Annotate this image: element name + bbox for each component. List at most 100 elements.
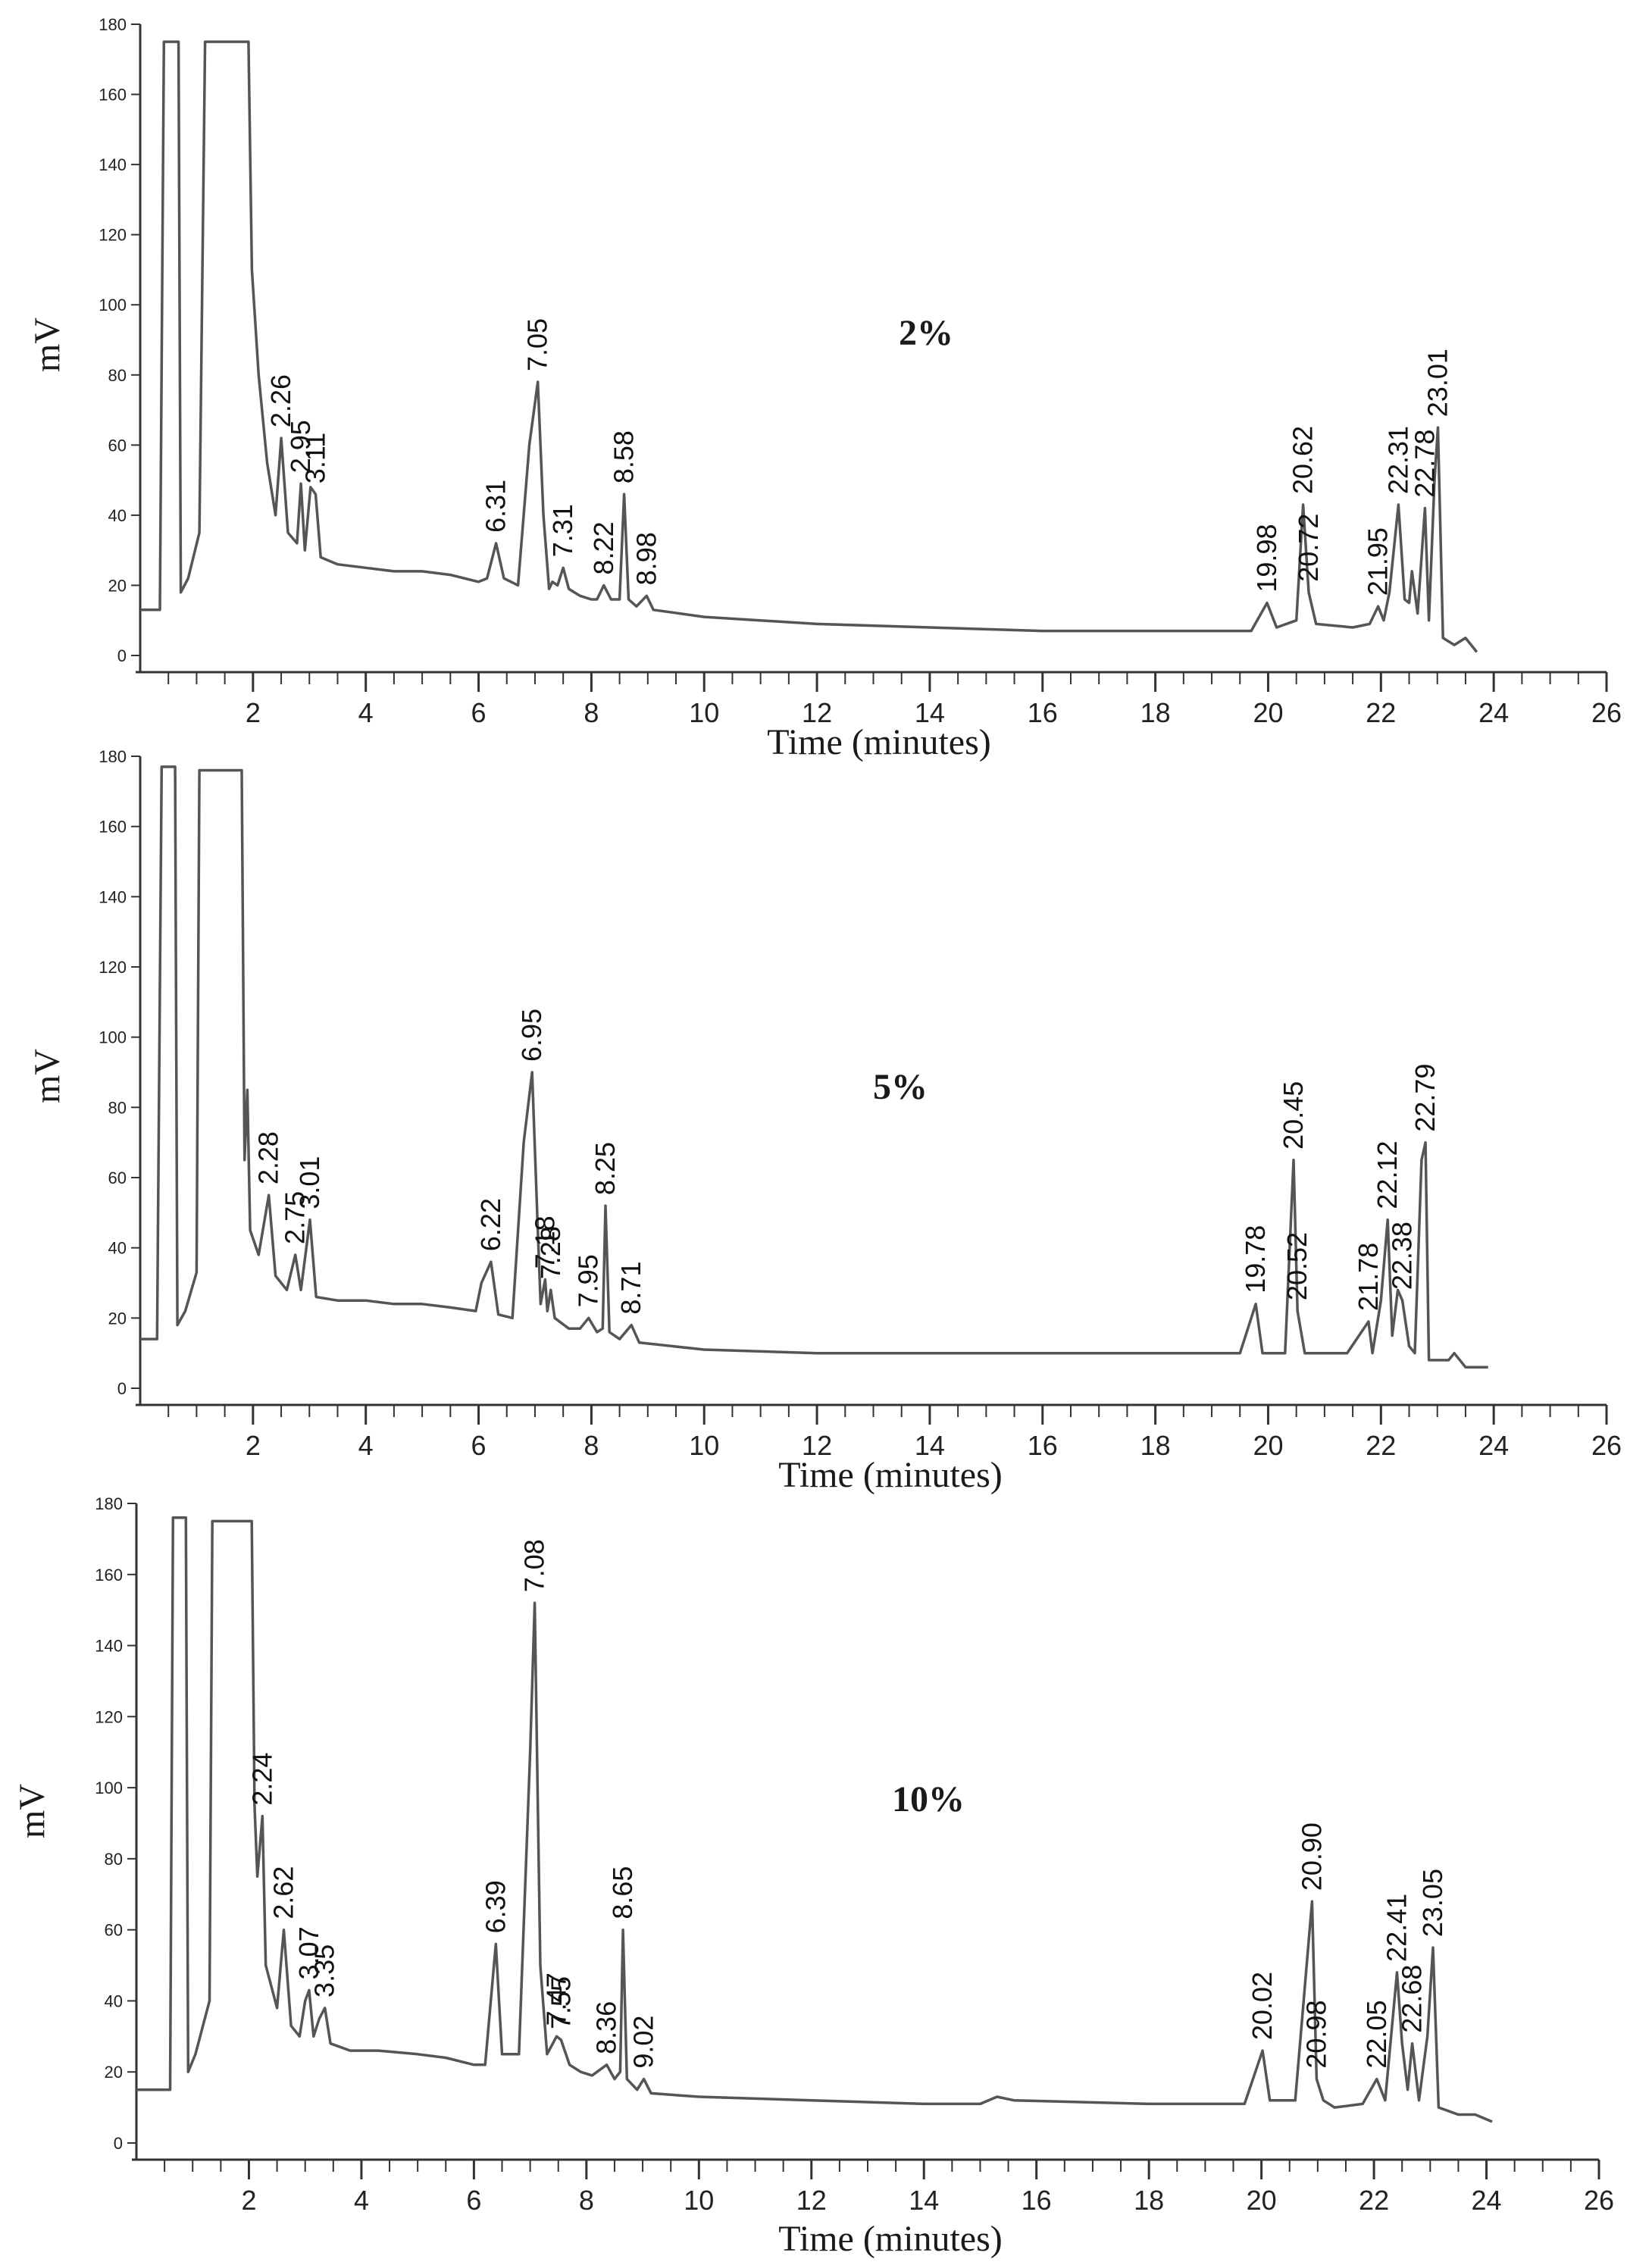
y-tick-label: 140 bbox=[95, 1637, 123, 1656]
x-tick-label: 18 bbox=[1134, 2185, 1164, 2216]
peak-label: 19.78 bbox=[1240, 1225, 1271, 1294]
peak-label: 2.95 bbox=[285, 420, 316, 473]
y-tick-label: 20 bbox=[105, 2063, 123, 2082]
x-tick-label: 8 bbox=[584, 1430, 599, 1461]
x-tick-label: 26 bbox=[1584, 2185, 1614, 2216]
x-tick-label: 6 bbox=[466, 2185, 481, 2216]
y-tick-label: 180 bbox=[99, 747, 127, 766]
peak-label: 3.01 bbox=[294, 1156, 325, 1209]
peak-label: 7.18 bbox=[529, 1215, 560, 1269]
chromatogram-trace bbox=[140, 765, 1488, 1369]
peak-label: 3.35 bbox=[309, 1944, 340, 1998]
x-tick-label: 14 bbox=[915, 697, 945, 728]
y-axis-title: mV bbox=[27, 1049, 67, 1103]
peak-label: 7.31 bbox=[547, 504, 578, 557]
y-tick-label: 160 bbox=[99, 818, 127, 837]
peak-label: 7.47 bbox=[541, 1972, 572, 2026]
x-tick-label: 16 bbox=[1028, 1430, 1058, 1461]
y-tick-label: 20 bbox=[108, 576, 127, 595]
x-axis-title: Time (minutes) bbox=[778, 1455, 1003, 1495]
peak-label: 22.79 bbox=[1410, 1064, 1441, 1132]
x-tick-label: 2 bbox=[246, 697, 261, 728]
peak-label: 3.11 bbox=[299, 433, 330, 483]
y-tick-label: 80 bbox=[105, 1850, 123, 1869]
x-tick-label: 2 bbox=[246, 1430, 261, 1461]
peak-label: 8.98 bbox=[630, 532, 662, 585]
peak-label: 8.71 bbox=[615, 1262, 646, 1315]
y-axis-title: mV bbox=[12, 1784, 52, 1838]
peak-label: 8.22 bbox=[588, 521, 619, 574]
peak-label: 6.22 bbox=[475, 1198, 506, 1251]
peak-label: 22.05 bbox=[1361, 2001, 1392, 2069]
peak-label: 20.72 bbox=[1293, 514, 1324, 582]
x-tick-label: 16 bbox=[1022, 2185, 1052, 2216]
x-tick-label: 20 bbox=[1253, 1430, 1283, 1461]
y-tick-label: 120 bbox=[99, 958, 127, 977]
peak-label: 6.95 bbox=[516, 1009, 547, 1062]
peak-label: 7.05 bbox=[522, 318, 553, 371]
x-tick-label: 22 bbox=[1366, 1430, 1396, 1461]
panel-title: 10% bbox=[892, 1779, 965, 1819]
x-axis-title: Time (minutes) bbox=[778, 2219, 1003, 2259]
peak-label: 2.75 bbox=[280, 1191, 311, 1244]
y-tick-label: 100 bbox=[99, 1028, 127, 1047]
peak-label: 19.98 bbox=[1251, 524, 1282, 592]
peak-label: 8.58 bbox=[609, 430, 640, 483]
y-tick-label: 120 bbox=[95, 1707, 123, 1726]
x-tick-label: 12 bbox=[796, 2185, 827, 2216]
x-tick-label: 22 bbox=[1359, 2185, 1389, 2216]
peak-label: 22.38 bbox=[1387, 1222, 1418, 1290]
x-tick-label: 20 bbox=[1253, 697, 1283, 728]
y-tick-label: 0 bbox=[114, 2134, 123, 2153]
y-tick-label: 120 bbox=[99, 226, 127, 245]
peak-label: 21.78 bbox=[1353, 1243, 1384, 1311]
peak-label: 2.24 bbox=[246, 1753, 277, 1806]
x-tick-label: 4 bbox=[358, 697, 374, 728]
peak-label: 3.07 bbox=[293, 1926, 324, 1979]
peak-label: 22.31 bbox=[1382, 426, 1413, 494]
y-tick-label: 100 bbox=[99, 296, 127, 314]
y-tick-label: 80 bbox=[108, 1098, 127, 1117]
x-tick-label: 10 bbox=[684, 2185, 714, 2216]
y-tick-label: 40 bbox=[108, 506, 127, 525]
x-tick-label: 16 bbox=[1028, 697, 1058, 728]
panel-title: 5% bbox=[873, 1067, 928, 1107]
y-tick-label: 60 bbox=[108, 436, 127, 455]
peak-label: 2.26 bbox=[265, 374, 296, 427]
x-tick-label: 12 bbox=[802, 1430, 832, 1461]
peak-label: 20.62 bbox=[1287, 426, 1319, 494]
y-tick-label: 0 bbox=[117, 646, 127, 665]
peak-label: 22.41 bbox=[1381, 1894, 1413, 1962]
x-tick-label: 6 bbox=[471, 697, 487, 728]
x-tick-label: 26 bbox=[1591, 1430, 1622, 1461]
x-tick-label: 6 bbox=[471, 1430, 487, 1461]
y-tick-label: 160 bbox=[95, 1566, 123, 1585]
y-tick-label: 40 bbox=[105, 1991, 123, 2010]
x-tick-label: 10 bbox=[689, 697, 719, 728]
x-tick-label: 24 bbox=[1472, 2185, 1502, 2216]
x-tick-label: 8 bbox=[584, 697, 599, 728]
x-tick-label: 2 bbox=[241, 2185, 256, 2216]
peak-label: 20.02 bbox=[1247, 1972, 1278, 2040]
peak-label: 7.55 bbox=[545, 1976, 576, 2029]
y-tick-label: 80 bbox=[108, 366, 127, 385]
y-tick-label: 60 bbox=[105, 1921, 123, 1940]
x-tick-label: 14 bbox=[915, 1430, 945, 1461]
peak-label: 20.98 bbox=[1300, 2001, 1331, 2069]
y-tick-label: 40 bbox=[108, 1239, 127, 1258]
peak-label: 6.39 bbox=[480, 1880, 511, 1933]
chromatogram-trace bbox=[136, 1516, 1493, 2123]
x-tick-label: 12 bbox=[802, 697, 832, 728]
peak-label: 8.25 bbox=[590, 1142, 621, 1195]
peak-label: 7.95 bbox=[573, 1254, 604, 1307]
peak-label: 8.65 bbox=[607, 1866, 638, 1919]
x-axis-title: Time (minutes) bbox=[767, 722, 991, 762]
peak-label: 7.28 bbox=[535, 1226, 566, 1279]
y-tick-label: 0 bbox=[117, 1379, 127, 1398]
y-tick-label: 20 bbox=[108, 1309, 127, 1328]
peak-label: 8.36 bbox=[591, 2001, 622, 2054]
peak-label: 22.12 bbox=[1372, 1141, 1403, 1209]
panel-title: 2% bbox=[899, 313, 953, 353]
